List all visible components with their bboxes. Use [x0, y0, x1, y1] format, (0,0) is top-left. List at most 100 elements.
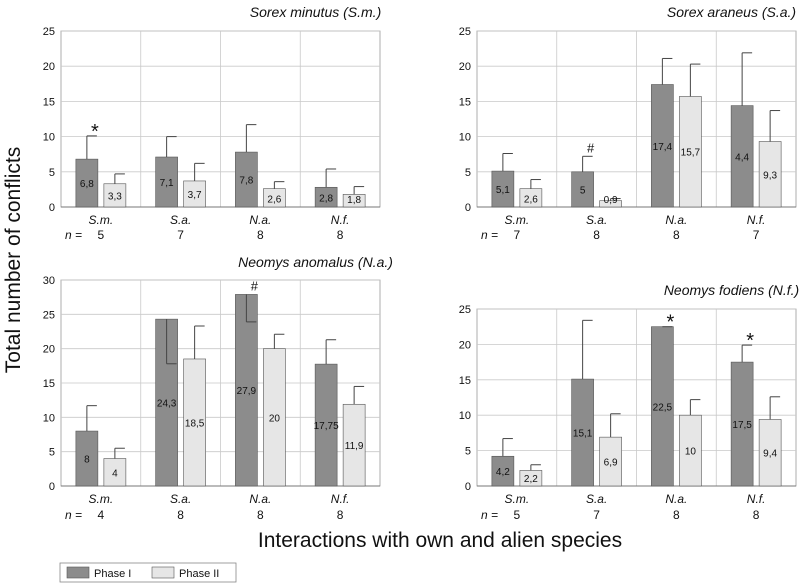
- data-label: 9,3: [763, 170, 777, 181]
- n-value: 8: [673, 228, 680, 242]
- y-tick-label: 25: [43, 309, 55, 321]
- data-label: 27,9: [237, 386, 257, 397]
- n-prefix: n =: [65, 228, 82, 242]
- y-tick-label: 20: [459, 339, 471, 351]
- y-tick-label: 0: [49, 202, 55, 214]
- legend-label-phase1: Phase I: [94, 568, 131, 580]
- n-value: 7: [753, 228, 760, 242]
- y-tick-label: 30: [43, 275, 55, 287]
- n-value: 8: [337, 228, 344, 242]
- panel-title: Neomys anomalus (N.a.): [238, 254, 393, 270]
- panel-title: Neomys fodiens (N.f.): [664, 282, 799, 298]
- data-label: 5: [580, 185, 586, 196]
- n-prefix: n =: [481, 228, 498, 242]
- y-tick-label: 0: [49, 481, 55, 493]
- y-tick-label: 15: [459, 96, 471, 108]
- n-value: 8: [257, 228, 264, 242]
- y-tick-label: 0: [465, 202, 471, 214]
- x-tick-label: S.a.: [170, 213, 191, 227]
- data-label: 2,6: [267, 195, 281, 206]
- data-label: 2,8: [319, 193, 333, 204]
- x-tick-label: S.m.: [505, 213, 530, 227]
- data-label: 3,7: [188, 190, 202, 201]
- data-label: 0,9: [604, 195, 618, 206]
- data-label: 2,6: [524, 195, 538, 206]
- x-tick-label: N.a.: [665, 492, 687, 506]
- data-label: 7,8: [239, 176, 253, 187]
- x-tick-label: S.a.: [586, 492, 607, 506]
- x-tick-label: S.m.: [505, 492, 530, 506]
- y-tick-label: 10: [43, 132, 55, 144]
- significance-mark: #: [251, 278, 259, 293]
- x-tick-label: N.f.: [747, 213, 766, 227]
- n-value: 5: [98, 228, 105, 242]
- y-tick-label: 20: [43, 344, 55, 356]
- n-value: 4: [98, 508, 105, 522]
- y-tick-label: 5: [49, 167, 55, 179]
- n-prefix: n =: [481, 508, 498, 522]
- n-value: 8: [337, 508, 344, 522]
- x-tick-label: N.f.: [331, 213, 350, 227]
- data-label: 15,7: [681, 148, 701, 159]
- legend-swatch-phase1: [66, 566, 90, 579]
- data-label: 11,9: [345, 441, 364, 452]
- significance-mark: *: [666, 312, 674, 334]
- x-axis-label: Interactions with own and alien species: [258, 529, 622, 552]
- data-label: 15,1: [573, 429, 593, 440]
- n-value: 8: [753, 508, 760, 522]
- y-tick-label: 15: [43, 96, 55, 108]
- n-value: 8: [177, 508, 184, 522]
- y-tick-label: 0: [465, 481, 471, 493]
- data-label: 8: [84, 455, 90, 466]
- legend: Phase I Phase II: [59, 562, 237, 583]
- y-tick-label: 5: [49, 447, 55, 459]
- data-label: 4,2: [496, 467, 510, 478]
- data-label: 18,5: [185, 418, 205, 429]
- data-label: 6,9: [604, 458, 618, 469]
- chart-panel-4: 0 5 10 15 20 25 Neomys fodiens (N.f.) 4,2 2,2 S.m…: [459, 282, 799, 522]
- data-label: 4: [112, 468, 118, 479]
- n-value: 5: [514, 508, 521, 522]
- data-label: 1,8: [347, 195, 361, 206]
- y-tick-label: 25: [43, 26, 55, 38]
- chart-panels: 0 5 10 15 20 25 Sorex minutus (S.m.) 6,8 3,3 S.m.…: [43, 4, 799, 522]
- legend-swatch-phase2: [151, 566, 175, 579]
- y-tick-label: 15: [459, 375, 471, 387]
- y-tick-label: 10: [43, 412, 55, 424]
- n-value: 7: [514, 228, 521, 242]
- data-label: 9,4: [763, 449, 777, 460]
- y-tick-label: 15: [43, 378, 55, 390]
- data-label: 10: [685, 447, 697, 458]
- data-label: 6,8: [80, 179, 94, 190]
- data-label: 17,5: [732, 420, 752, 431]
- panel-title: Sorex minutus (S.m.): [250, 4, 381, 20]
- y-tick-label: 5: [465, 167, 471, 179]
- x-tick-label: S.a.: [170, 492, 191, 506]
- y-tick-label: 20: [43, 61, 55, 73]
- x-tick-label: N.a.: [665, 213, 687, 227]
- x-tick-label: N.a.: [249, 492, 271, 506]
- data-label: 5,1: [496, 185, 510, 196]
- x-tick-label: N.a.: [249, 213, 271, 227]
- data-label: 20: [269, 413, 281, 424]
- x-tick-label: N.f.: [331, 492, 350, 506]
- y-tick-label: 10: [459, 410, 471, 422]
- significance-mark: *: [746, 330, 754, 352]
- data-label: 7,1: [160, 178, 174, 189]
- data-label: 24,3: [157, 399, 177, 410]
- x-tick-label: S.a.: [586, 213, 607, 227]
- data-label: 22,5: [653, 402, 673, 413]
- chart-panel-3: 0 5 10 15 20 25 30 Neomys anomalus (N.a.) 8 4 S.m.…: [43, 254, 393, 522]
- y-tick-label: 25: [459, 26, 471, 38]
- y-axis-label: Total number of conflicts: [2, 147, 25, 373]
- significance-mark: #: [587, 140, 595, 155]
- x-tick-label: S.m.: [89, 492, 114, 506]
- n-prefix: n =: [65, 508, 82, 522]
- y-tick-label: 5: [465, 446, 471, 458]
- y-tick-label: 10: [459, 132, 471, 144]
- data-label: 17,75: [314, 421, 339, 432]
- n-value: 8: [257, 508, 264, 522]
- data-label: 3,3: [108, 191, 122, 202]
- x-tick-label: S.m.: [89, 213, 114, 227]
